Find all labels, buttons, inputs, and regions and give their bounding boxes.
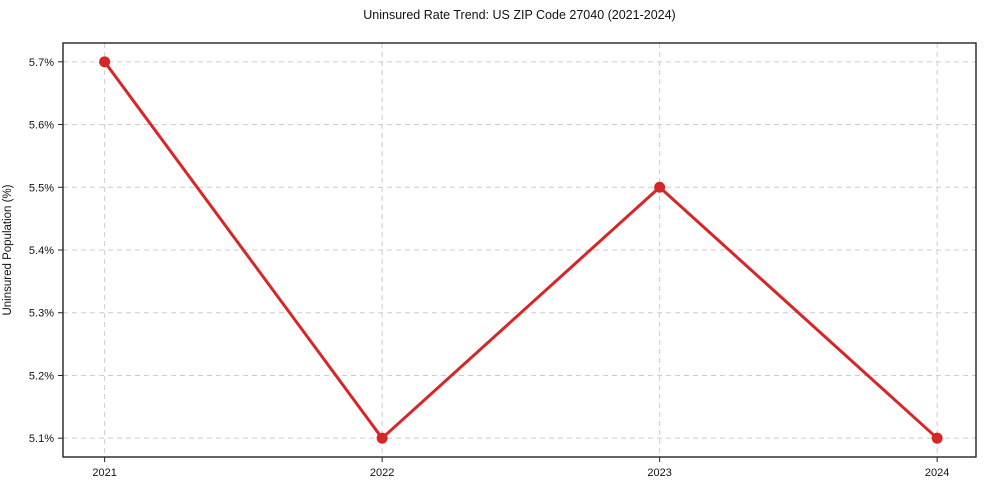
y-tick-label: 5.2%	[29, 370, 54, 382]
data-point-marker	[931, 432, 943, 444]
x-tick-label: 2021	[92, 467, 116, 479]
x-tick-label: 2023	[647, 467, 671, 479]
y-tick-label: 5.5%	[29, 182, 54, 194]
data-point-marker	[99, 56, 111, 68]
data-point-marker	[376, 432, 388, 444]
x-tick-label: 2024	[925, 467, 949, 479]
y-tick-label: 5.3%	[29, 308, 54, 320]
x-tick-label: 2022	[370, 467, 394, 479]
chart-title: Uninsured Rate Trend: US ZIP Code 27040 …	[363, 8, 676, 22]
data-point-marker	[654, 181, 666, 193]
y-tick-label: 5.1%	[29, 433, 54, 445]
trend-line	[103, 60, 939, 440]
y-tick-label: 5.4%	[29, 245, 54, 257]
y-tick-label: 5.6%	[29, 120, 54, 132]
y-tick-label: 5.7%	[29, 57, 54, 69]
plot-border	[62, 42, 977, 458]
